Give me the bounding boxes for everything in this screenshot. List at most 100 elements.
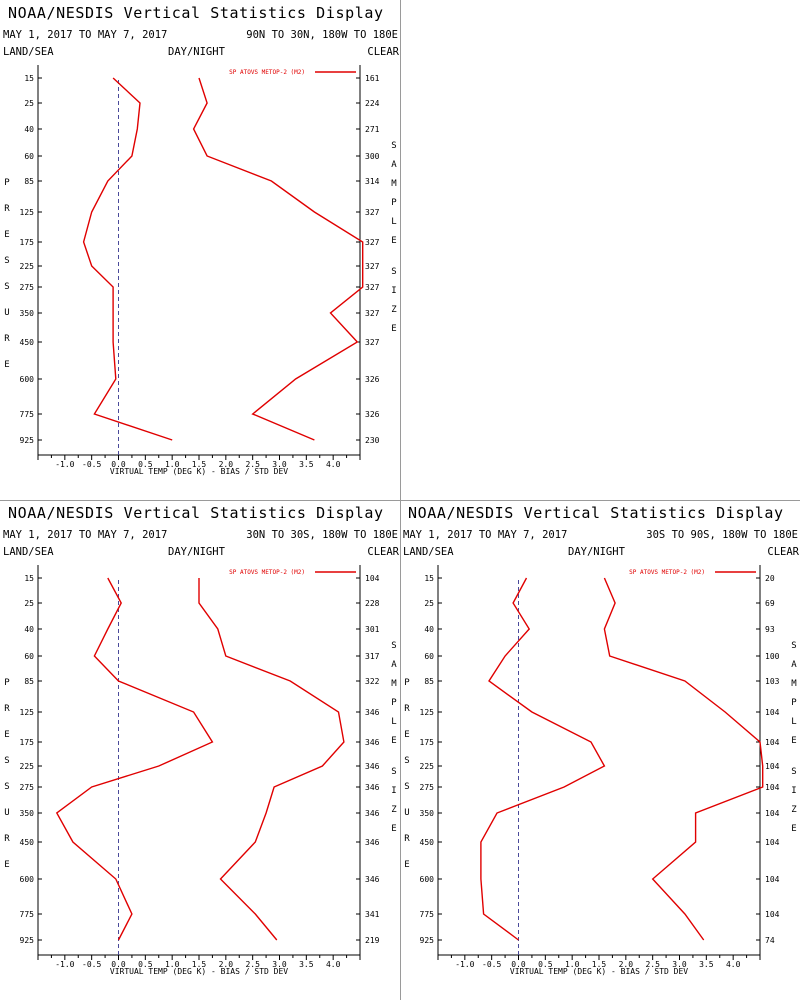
right-axis-label-letter: L xyxy=(391,717,396,727)
sample-size-label: 219 xyxy=(365,936,380,945)
right-axis-label-letter: P xyxy=(391,698,397,708)
land-sea-label: LAND/SEA xyxy=(3,46,54,58)
pressure-tick-label: 275 xyxy=(20,283,35,292)
pressure-tick-label: 25 xyxy=(24,99,34,108)
pressure-tick-label: 60 xyxy=(24,652,34,661)
sample-size-label: 104 xyxy=(765,875,780,884)
chart-panel-1: NOAA/NESDIS Vertical Statistics Display … xyxy=(0,0,400,500)
legend-label: SP ATOVS METOP-2 (M2) xyxy=(629,569,705,576)
pressure-tick-label: 40 xyxy=(424,625,434,634)
y-axis-label-letter: E xyxy=(4,360,9,370)
right-axis-label-letter: S xyxy=(391,641,396,651)
sample-size-label: 346 xyxy=(365,762,380,771)
series-line-bias xyxy=(480,577,606,941)
y-axis-label-letter: R xyxy=(404,834,410,844)
pressure-tick-label: 775 xyxy=(420,910,435,919)
x-tick-label: 2.5 xyxy=(245,960,260,969)
profile-chart: -1.0 -0.5 0.0 0.5 1.0 1.5 2.0 2.5 3.0 3.5 4.0 VIRTU… xyxy=(404,565,797,976)
pressure-tick-label: 225 xyxy=(20,762,35,771)
right-axis-label-letter: Z xyxy=(391,805,397,815)
pressure-tick-label: 60 xyxy=(424,652,434,661)
x-tick-label: 1.0 xyxy=(165,960,180,969)
sample-size-label: 346 xyxy=(365,809,380,818)
y-axis-label-letter: S xyxy=(4,282,9,292)
series-line-bias xyxy=(82,77,173,441)
sample-size-label: 346 xyxy=(365,738,380,747)
region-label: 30N TO 30S, 180W TO 180E xyxy=(246,529,398,541)
x-tick-label: 3.0 xyxy=(272,460,287,469)
date-range: MAY 1, 2017 TO MAY 7, 2017 xyxy=(3,529,168,541)
pressure-tick-label: 15 xyxy=(424,574,434,583)
sample-size-label: 104 xyxy=(765,910,780,919)
panel-divider-horizontal xyxy=(0,500,800,501)
pressure-tick-label: 350 xyxy=(20,309,35,318)
right-axis-label-letter: M xyxy=(391,679,397,689)
y-axis-label-letter: R xyxy=(4,704,10,714)
x-axis-label: VIRTUAL TEMP (DEG K) - BIAS / STD DEV xyxy=(510,967,688,976)
pressure-tick-label: 600 xyxy=(20,875,35,884)
right-axis-label-letter: Z xyxy=(391,305,397,315)
sample-size-label: 346 xyxy=(365,838,380,847)
x-tick-label: 0.0 xyxy=(111,460,126,469)
region-label: 30S TO 90S, 180W TO 180E xyxy=(646,529,798,541)
x-tick-label: 4.0 xyxy=(326,960,341,969)
right-axis-label-letter: S xyxy=(391,141,396,151)
pressure-tick-label: 15 xyxy=(24,574,34,583)
pressure-tick-label: 350 xyxy=(420,809,435,818)
y-axis-label-letter: E xyxy=(404,860,409,870)
y-axis-label-letter: E xyxy=(404,730,409,740)
right-axis-label-letter: L xyxy=(791,717,796,727)
y-axis-label-letter: S xyxy=(404,756,409,766)
right-axis-label-letter: E xyxy=(791,736,796,746)
x-tick-label: -1.0 xyxy=(455,960,474,969)
sample-size-label: 161 xyxy=(365,74,380,83)
y-axis-label-letter: R xyxy=(4,204,10,214)
right-axis-label-letter: M xyxy=(391,179,397,189)
right-axis-label-letter: E xyxy=(391,824,396,834)
profile-chart: -1.0 -0.5 0.0 0.5 1.0 1.5 2.0 2.5 3.0 3.5 4.0 VIRTU… xyxy=(4,565,397,976)
pressure-tick-label: 125 xyxy=(20,208,35,217)
sample-size-label: 341 xyxy=(365,910,380,919)
pressure-tick-label: 40 xyxy=(24,125,34,134)
pressure-tick-label: 350 xyxy=(20,809,35,818)
right-axis-label-letter: I xyxy=(391,786,396,796)
pressure-tick-label: 925 xyxy=(420,936,435,945)
pressure-tick-label: 125 xyxy=(20,708,35,717)
x-tick-label: 4.0 xyxy=(326,460,341,469)
y-axis-label-letter: S xyxy=(404,782,409,792)
sample-size-label: 317 xyxy=(365,652,380,661)
x-tick-label: -1.0 xyxy=(55,960,74,969)
x-tick-label: 1.0 xyxy=(165,460,180,469)
series-line-bias xyxy=(55,577,214,941)
sample-size-label: 93 xyxy=(765,625,775,634)
pressure-tick-label: 925 xyxy=(20,936,35,945)
sample-size-label: 20 xyxy=(765,574,775,583)
sample-size-label: 346 xyxy=(365,783,380,792)
x-tick-label: 2.0 xyxy=(619,960,634,969)
pressure-tick-label: 25 xyxy=(424,599,434,608)
date-range: MAY 1, 2017 TO MAY 7, 2017 xyxy=(403,529,568,541)
pressure-tick-label: 275 xyxy=(420,783,435,792)
sample-size-label: 327 xyxy=(365,238,380,247)
x-tick-label: 3.5 xyxy=(299,960,314,969)
y-axis-label-letter: R xyxy=(404,704,410,714)
x-tick-label: 1.5 xyxy=(592,960,607,969)
sample-size-label: 271 xyxy=(365,125,380,134)
right-axis-label-letter: E xyxy=(391,736,396,746)
pressure-tick-label: 450 xyxy=(20,338,35,347)
pressure-tick-label: 60 xyxy=(24,152,34,161)
pressure-tick-label: 40 xyxy=(24,625,34,634)
x-tick-label: 4.0 xyxy=(726,960,741,969)
right-axis-label-letter: S xyxy=(791,767,796,777)
day-night-label: DAY/NIGHT xyxy=(568,546,625,558)
pressure-tick-label: 775 xyxy=(20,910,35,919)
y-axis-label-letter: R xyxy=(4,834,10,844)
sample-size-label: 69 xyxy=(765,599,775,608)
sample-size-label: 346 xyxy=(365,875,380,884)
y-axis-label-letter: S xyxy=(4,782,9,792)
sample-size-label: 74 xyxy=(765,936,775,945)
x-tick-label: 3.0 xyxy=(672,960,687,969)
x-tick-label: 2.0 xyxy=(219,460,234,469)
x-axis-label: VIRTUAL TEMP (DEG K) - BIAS / STD DEV xyxy=(110,967,288,976)
date-range: MAY 1, 2017 TO MAY 7, 2017 xyxy=(3,29,168,41)
